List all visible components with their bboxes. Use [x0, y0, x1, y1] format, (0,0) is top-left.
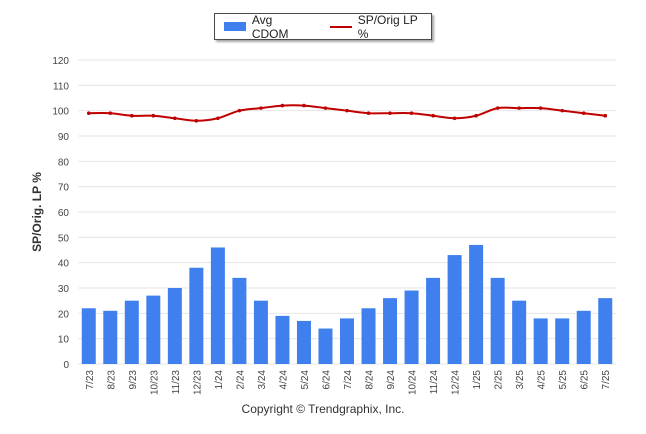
- x-tick-label: 8/23: [106, 370, 117, 390]
- y-tick-label: 80: [58, 157, 70, 168]
- legend-swatch-bar: [224, 22, 246, 31]
- legend-item-sp-orig-lp[interactable]: SP/Orig LP %: [329, 12, 431, 41]
- line-point: [474, 113, 478, 118]
- x-tick-label: 2/24: [235, 370, 246, 390]
- bar: [469, 244, 484, 364]
- line-point: [409, 111, 414, 115]
- line-point: [237, 108, 242, 113]
- bar: [576, 310, 591, 364]
- line-point: [323, 106, 328, 110]
- bar: [555, 318, 570, 364]
- line-point: [216, 116, 220, 121]
- x-tick-label: 4/24: [278, 370, 289, 390]
- line-point: [538, 106, 543, 110]
- legend-label-sp-orig-lp: SP/Orig LP %: [357, 12, 418, 41]
- x-tick-label: 1/24: [214, 370, 225, 390]
- line-point: [388, 111, 392, 115]
- y-tick-label: 60: [58, 208, 70, 219]
- bar: [253, 300, 268, 364]
- x-tick-label: 9/23: [128, 370, 139, 390]
- x-tick-label: 11/24: [429, 370, 440, 395]
- y-tick-label: 110: [53, 81, 69, 92]
- copyright-text: Copyright © Trendgraphix, Inc.: [241, 402, 405, 416]
- x-tick-label: 7/23: [85, 370, 96, 390]
- x-tick-label: 12/24: [451, 370, 462, 395]
- y-tick-label: 100: [52, 107, 69, 118]
- line-point: [603, 113, 608, 118]
- line-point: [173, 116, 177, 121]
- line-point: [151, 113, 156, 118]
- bar: [404, 290, 419, 364]
- x-tick-label: 7/24: [343, 370, 354, 390]
- x-tick-label: 10/24: [408, 370, 419, 395]
- bar: [598, 298, 613, 364]
- line-point: [194, 119, 199, 123]
- bar: [210, 247, 225, 364]
- bar: [361, 308, 376, 364]
- bar: [124, 300, 139, 364]
- y-axis-title: SP/Orig. LP %: [30, 172, 44, 252]
- y-tick-label: 90: [58, 132, 70, 143]
- x-tick-label: 5/25: [558, 370, 569, 390]
- bar: [275, 315, 290, 364]
- legend-swatch-line: [329, 25, 352, 28]
- line-point: [345, 108, 349, 113]
- x-tick-label: 12/23: [192, 370, 203, 395]
- x-tick-label: 6/25: [580, 370, 591, 390]
- y-tick-label: 120: [52, 56, 69, 67]
- line-point: [431, 113, 435, 118]
- line-point: [581, 111, 586, 115]
- bar: [490, 277, 505, 364]
- bar: [512, 300, 527, 364]
- x-tick-label: 3/25: [515, 370, 526, 390]
- y-tick-label: 30: [58, 284, 70, 295]
- chart-legend: Avg CDOM SP/Orig LP %: [214, 12, 432, 41]
- x-tick-label: 1/25: [472, 370, 483, 390]
- line-point: [280, 103, 285, 108]
- bar: [103, 310, 118, 364]
- y-tick-label: 20: [58, 309, 70, 320]
- line-point: [130, 113, 134, 118]
- legend-label-avg-cdom: Avg CDOM: [251, 12, 289, 41]
- x-tick-label: 3/24: [257, 370, 268, 390]
- bar: [426, 277, 441, 364]
- bar: [318, 328, 333, 364]
- bar: [81, 308, 96, 364]
- x-tick-label: 5/24: [300, 370, 311, 390]
- bar: [383, 298, 398, 364]
- y-tick-label: 0: [63, 360, 69, 371]
- y-tick-label: 10: [58, 335, 70, 346]
- x-tick-label: 8/24: [365, 370, 376, 390]
- line-point: [259, 106, 263, 110]
- x-tick-label: 2/25: [494, 370, 505, 390]
- y-tick-label: 50: [58, 233, 70, 244]
- line-point: [108, 111, 113, 115]
- line-point: [452, 116, 457, 121]
- y-tick-label: 40: [58, 259, 70, 270]
- line-point: [560, 108, 564, 113]
- line-point: [366, 111, 371, 115]
- line-point: [517, 106, 521, 110]
- bar: [533, 318, 548, 364]
- bar: [296, 320, 311, 364]
- bar: [189, 267, 204, 364]
- x-tick-label: 10/23: [149, 370, 160, 395]
- line-point: [86, 111, 91, 115]
- y-tick-label: 70: [58, 183, 70, 194]
- line-point: [302, 103, 306, 108]
- bar: [340, 318, 354, 364]
- line-point: [495, 106, 500, 110]
- x-tick-label: 11/23: [171, 370, 182, 395]
- x-tick-label: 6/24: [321, 370, 332, 390]
- bar: [447, 255, 462, 364]
- bar: [232, 277, 247, 364]
- x-tick-label: 4/25: [537, 370, 548, 390]
- sp-orig-lp-line: [88, 104, 606, 122]
- bar: [167, 288, 182, 364]
- x-tick-label: 9/24: [386, 370, 397, 390]
- bar: [146, 295, 161, 364]
- x-tick-label: 7/25: [601, 370, 612, 390]
- legend-item-avg-cdom[interactable]: Avg CDOM: [224, 13, 312, 41]
